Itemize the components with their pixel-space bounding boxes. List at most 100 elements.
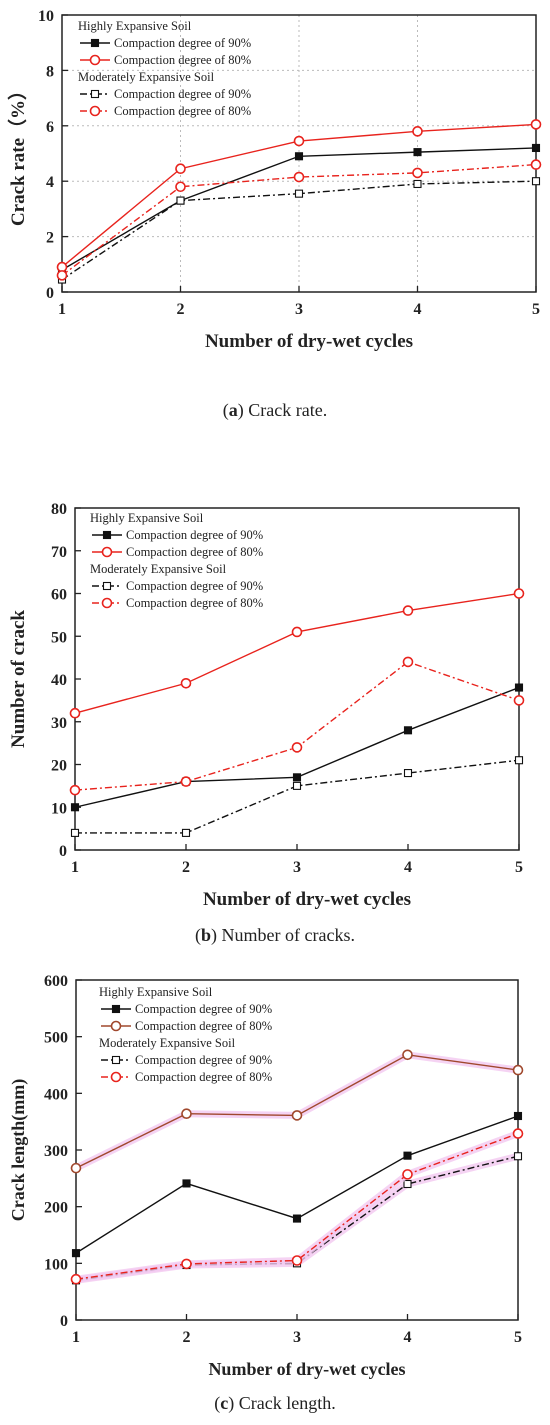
x-tick-label: 3 xyxy=(293,1329,301,1346)
y-tick-label: 4 xyxy=(46,174,54,191)
data-point xyxy=(402,1169,413,1180)
chart-panel-a: 1 2 3 4 5 0 2 4 6 8 10 Number of dry-wet cycles Crac… xyxy=(6,8,542,352)
legend-group-title: Highly Expansive Soil xyxy=(78,19,192,33)
legend-label: Compaction degree of 90% xyxy=(126,579,263,593)
y-tick-label: 2 xyxy=(46,230,54,247)
legend-group-title: Moderately Expansive Soil xyxy=(90,562,227,576)
caption-b: (b) Number of cracks. xyxy=(195,925,355,945)
legend-marker xyxy=(101,597,113,609)
y-tick-label: 60 xyxy=(51,587,67,604)
y-tick-label: 300 xyxy=(44,1143,68,1160)
data-point xyxy=(402,656,414,668)
data-point xyxy=(181,828,191,837)
y-tick-label: 10 xyxy=(38,8,54,25)
data-point xyxy=(292,1214,302,1223)
data-point xyxy=(70,803,80,812)
data-point xyxy=(530,119,542,130)
data-point xyxy=(402,1049,413,1061)
data-point xyxy=(293,135,305,147)
series-line xyxy=(75,759,520,834)
data-point xyxy=(292,773,302,782)
y-axis-title: Crack length(mm) xyxy=(8,1079,29,1221)
x-tick-label: 5 xyxy=(514,1329,522,1346)
data-point xyxy=(71,1249,81,1258)
data-point xyxy=(531,177,541,186)
x-axis-title: Number of dry-wet cycles xyxy=(205,331,413,352)
data-point xyxy=(182,1179,191,1188)
y-tick-label: 0 xyxy=(46,285,54,302)
data-point xyxy=(70,828,80,837)
legend-marker xyxy=(111,1055,121,1065)
x-axis-title: Number of dry-wet cycles xyxy=(208,1359,405,1379)
legend-marker xyxy=(110,1020,122,1032)
data-point xyxy=(291,1255,303,1266)
series-line xyxy=(74,661,520,791)
data-point xyxy=(530,159,542,170)
legend-marker xyxy=(101,546,113,558)
data-point xyxy=(402,605,414,616)
data-point xyxy=(412,126,423,137)
series-line xyxy=(74,592,520,714)
x-tick-label: 1 xyxy=(58,301,66,318)
data-point xyxy=(403,768,413,778)
legend-group-title: Moderately Expansive Soil xyxy=(78,70,215,84)
x-tick-label: 4 xyxy=(404,859,412,876)
legend-label: Compaction degree of 80% xyxy=(126,545,263,559)
data-point xyxy=(413,148,422,157)
data-point xyxy=(403,1151,412,1160)
x-tick-label: 2 xyxy=(182,859,190,876)
y-tick-label: 20 xyxy=(51,758,67,775)
series-line xyxy=(75,1155,519,1282)
legend-label: Compaction degree of 80% xyxy=(114,104,251,118)
y-axis-title: Number of crack xyxy=(8,610,29,748)
y-tick-label: 30 xyxy=(51,715,67,732)
x-tick-label: 5 xyxy=(532,301,540,318)
data-point xyxy=(175,163,186,175)
x-tick-label: 5 xyxy=(515,859,523,876)
x-tick-label: 2 xyxy=(177,301,185,318)
y-tick-label: 8 xyxy=(46,63,54,80)
data-point xyxy=(176,196,185,205)
data-point xyxy=(513,588,525,599)
legend-label: Compaction degree of 80% xyxy=(114,53,251,67)
data-point xyxy=(69,707,81,719)
data-point xyxy=(180,677,192,689)
data-point xyxy=(70,1273,82,1285)
data-point xyxy=(291,626,303,638)
legend-label: Compaction degree of 80% xyxy=(135,1019,272,1033)
y-tick-label: 0 xyxy=(60,1313,68,1330)
data-point xyxy=(293,171,305,183)
data-point xyxy=(294,189,304,198)
x-tick-label: 1 xyxy=(72,1329,80,1346)
legend-marker xyxy=(90,38,100,48)
legend-label: Compaction degree of 90% xyxy=(114,87,251,101)
x-tick-label: 4 xyxy=(404,1329,412,1346)
y-tick-label: 50 xyxy=(51,629,67,646)
data-point xyxy=(181,1258,192,1270)
legend-label: Compaction degree of 90% xyxy=(114,36,251,50)
y-tick-label: 10 xyxy=(51,800,67,817)
legend-marker xyxy=(89,105,101,117)
chart-panel-c: 1 2 3 4 5 0 100 200 300 400 500 600 Number of dry-we… xyxy=(8,973,524,1379)
data-point xyxy=(403,726,413,735)
x-tick-label: 4 xyxy=(414,301,422,318)
x-tick-label: 1 xyxy=(71,859,79,876)
data-point xyxy=(180,776,192,787)
legend-label: Compaction degree of 90% xyxy=(126,528,263,542)
legend-marker xyxy=(111,1004,121,1014)
data-point xyxy=(514,683,524,692)
legend-marker xyxy=(90,89,100,99)
data-point xyxy=(294,152,304,161)
data-point xyxy=(403,1179,412,1189)
y-tick-label: 70 xyxy=(51,544,67,561)
x-tick-label: 3 xyxy=(295,301,303,318)
data-point xyxy=(513,1152,523,1161)
legend-marker xyxy=(89,54,101,66)
data-point xyxy=(56,270,68,281)
plot-frame xyxy=(74,507,520,851)
series-line xyxy=(75,1132,519,1280)
y-tick-label: 200 xyxy=(44,1200,68,1217)
caption-c: (c) Crack length. xyxy=(214,1393,336,1413)
